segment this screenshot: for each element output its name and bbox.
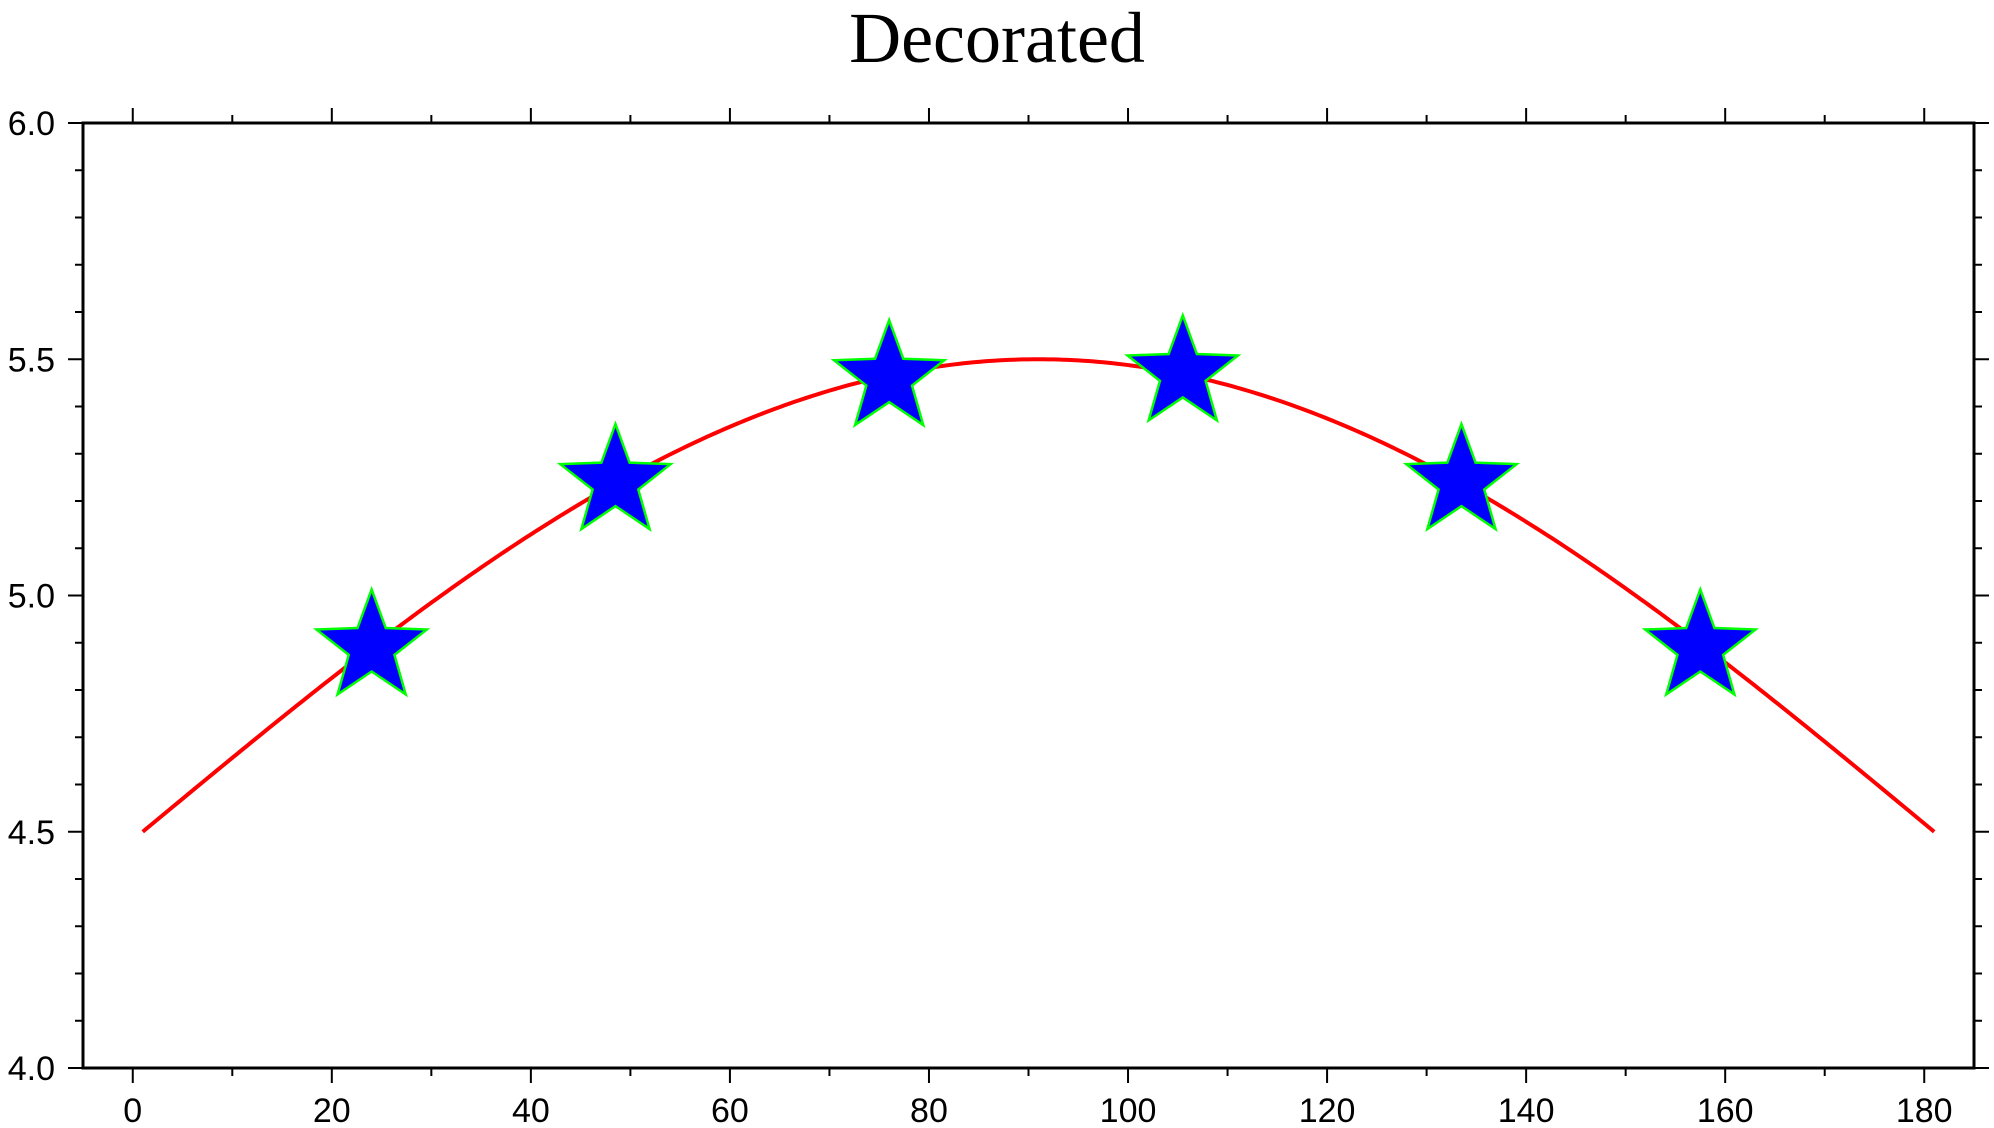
star-marker: [1124, 311, 1242, 424]
x-tick-label: 40: [512, 1092, 550, 1128]
series-line: [141, 357, 1936, 834]
x-tick-label: 20: [313, 1092, 351, 1128]
marker-layer: [313, 311, 1759, 698]
star-marker: [313, 585, 431, 698]
x-tick-label: 160: [1697, 1092, 1754, 1128]
y-tick-label: 5.0: [8, 578, 55, 616]
star-marker: [556, 420, 675, 532]
star-marker: [1641, 585, 1759, 698]
x-tick-label: 180: [1896, 1092, 1953, 1128]
y-tick-label: 5.5: [8, 341, 55, 379]
x-tick-label: 0: [123, 1092, 142, 1128]
x-tick-label: 140: [1498, 1092, 1555, 1128]
chart-title: Decorated: [849, 0, 1145, 78]
y-tick-label: 4.5: [8, 814, 55, 852]
star-marker: [1402, 420, 1521, 532]
x-tick-label: 60: [711, 1092, 749, 1128]
series-layer: [141, 357, 1936, 834]
y-tick-label: 4.0: [8, 1050, 55, 1088]
x-tick-label: 120: [1299, 1092, 1356, 1128]
plot-frame: [81, 121, 1976, 1070]
x-tick-label: 80: [910, 1092, 948, 1128]
star-marker: [830, 316, 948, 429]
y-tick-label: 6.0: [8, 105, 55, 143]
ticks-layer: 0 20 40 60 80 100 120 140 160 180 4.0 4.5 5.0 5.5 6.0: [8, 105, 1989, 1128]
x-tick-label: 100: [1100, 1092, 1157, 1128]
